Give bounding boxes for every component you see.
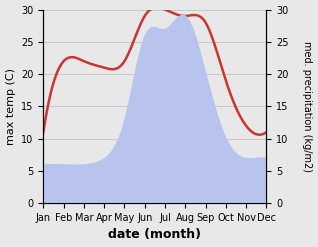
Y-axis label: max temp (C): max temp (C) [5, 68, 16, 145]
X-axis label: date (month): date (month) [108, 228, 201, 242]
Y-axis label: med. precipitation (kg/m2): med. precipitation (kg/m2) [302, 41, 313, 172]
